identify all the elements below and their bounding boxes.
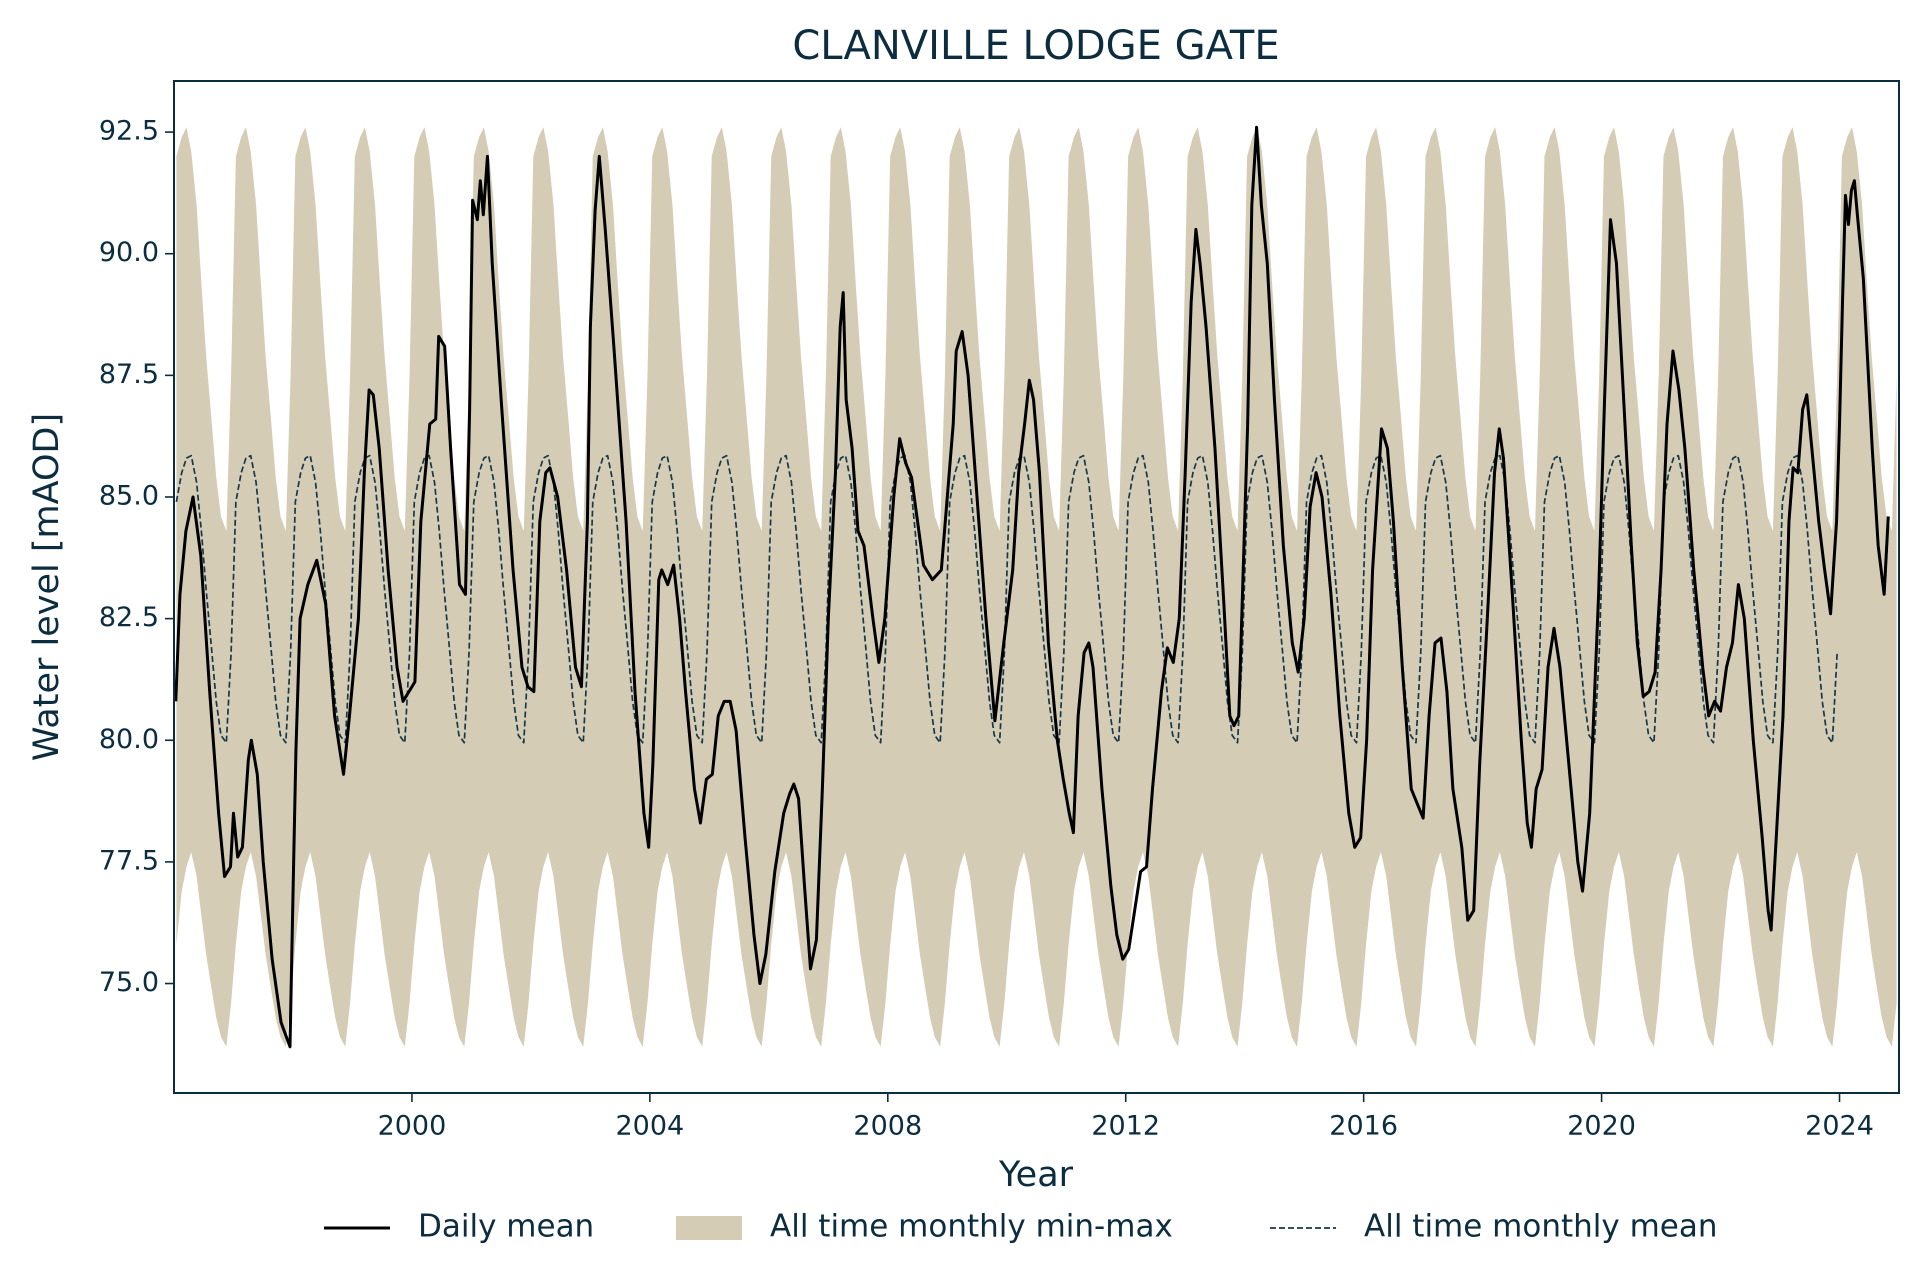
legend-label: All time monthly min-max bbox=[770, 1209, 1173, 1245]
legend: Daily mean All time monthly min-max All ti… bbox=[324, 1209, 1718, 1245]
y-tick-label: 85.0 bbox=[99, 480, 159, 511]
x-tick-label: 2012 bbox=[1091, 1111, 1160, 1142]
axes: 75.0 77.5 80.0 82.5 85.0 87.5 90.0 92.5 2000 2004… bbox=[99, 80, 1900, 1142]
y-tick-label: 92.5 bbox=[99, 116, 159, 147]
y-axis-label: Water level [mAOD] bbox=[27, 413, 67, 761]
x-tick-label: 2004 bbox=[616, 1111, 685, 1142]
daily-mean-line bbox=[174, 125, 1890, 1049]
x-tick-label: 2016 bbox=[1329, 1111, 1398, 1142]
x-tick-label: 2024 bbox=[1805, 1111, 1874, 1142]
plot-area bbox=[174, 125, 1897, 1049]
min-max-band bbox=[176, 127, 1897, 1047]
x-tick-label: 2008 bbox=[853, 1111, 922, 1142]
chart-title: CLANVILLE LODGE GATE bbox=[792, 23, 1279, 69]
y-tick-label: 75.0 bbox=[99, 967, 159, 998]
legend-label: Daily mean bbox=[418, 1209, 594, 1245]
x-tick-label: 2000 bbox=[378, 1111, 447, 1142]
y-tick-label: 82.5 bbox=[99, 602, 159, 633]
plot-frame bbox=[173, 80, 1900, 1094]
y-tick-label: 90.0 bbox=[99, 237, 159, 268]
monthly-mean-line bbox=[175, 454, 1838, 744]
legend-swatch bbox=[676, 1216, 742, 1240]
y-tick-label: 80.0 bbox=[99, 724, 159, 755]
y-tick-label: 87.5 bbox=[99, 359, 159, 390]
x-axis-label: Year bbox=[998, 1155, 1074, 1195]
y-tick-label: 77.5 bbox=[99, 845, 159, 876]
legend-label: All time monthly mean bbox=[1364, 1209, 1718, 1245]
x-tick-label: 2020 bbox=[1567, 1111, 1636, 1142]
